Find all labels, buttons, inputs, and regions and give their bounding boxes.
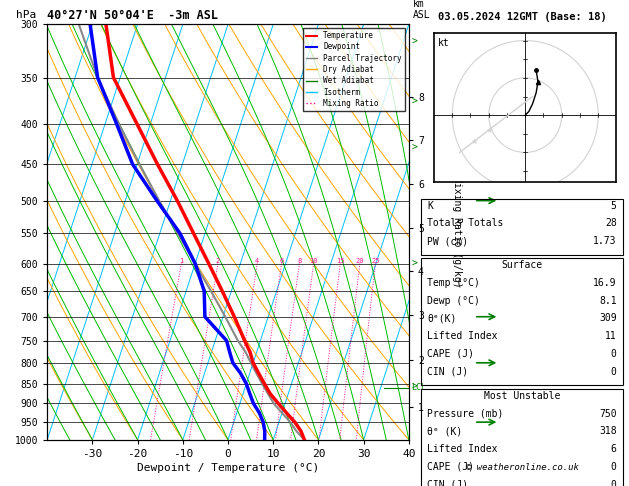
Text: Lifted Index: Lifted Index <box>428 331 498 341</box>
Text: © weatheronline.co.uk: © weatheronline.co.uk <box>465 463 579 471</box>
Text: K: K <box>428 201 433 210</box>
Text: 6: 6 <box>279 258 284 263</box>
Text: 0: 0 <box>611 480 616 486</box>
Text: >: > <box>412 382 418 392</box>
Text: hPa: hPa <box>16 10 36 20</box>
Text: CIN (J): CIN (J) <box>428 366 469 377</box>
Text: θᵉ (K): θᵉ (K) <box>428 426 463 436</box>
Text: Lifted Index: Lifted Index <box>428 444 498 454</box>
Text: km
ASL: km ASL <box>413 0 430 20</box>
Text: 2: 2 <box>216 258 220 263</box>
Text: 8: 8 <box>298 258 301 263</box>
Text: 15: 15 <box>336 258 345 263</box>
Text: 1.73: 1.73 <box>593 236 616 246</box>
Text: Temp (°C): Temp (°C) <box>428 278 481 288</box>
Text: CIN (J): CIN (J) <box>428 480 469 486</box>
Text: CAPE (J): CAPE (J) <box>428 462 474 472</box>
Text: >: > <box>412 142 418 153</box>
Text: 11: 11 <box>605 331 616 341</box>
Text: kt: kt <box>438 37 449 48</box>
Text: θᵉ(K): θᵉ(K) <box>428 313 457 324</box>
Text: 1: 1 <box>179 258 184 263</box>
Text: 8.1: 8.1 <box>599 295 616 306</box>
Bar <box>421 199 623 255</box>
Text: Most Unstable: Most Unstable <box>484 391 560 401</box>
Text: 20: 20 <box>355 258 364 263</box>
Text: 03.05.2024 12GMT (Base: 18): 03.05.2024 12GMT (Base: 18) <box>438 12 606 22</box>
Bar <box>421 389 623 486</box>
Text: ★: ★ <box>485 125 493 135</box>
Text: 309: 309 <box>599 313 616 324</box>
Text: Dewp (°C): Dewp (°C) <box>428 295 481 306</box>
Text: 40°27'N 50°04'E  -3m ASL: 40°27'N 50°04'E -3m ASL <box>47 9 218 22</box>
Text: Surface: Surface <box>501 260 543 270</box>
Text: 10: 10 <box>309 258 318 263</box>
Text: Pressure (mb): Pressure (mb) <box>428 409 504 418</box>
Text: 4: 4 <box>255 258 259 263</box>
Text: CAPE (J): CAPE (J) <box>428 349 474 359</box>
Text: PW (cm): PW (cm) <box>428 236 469 246</box>
Text: Mixing Ratio (g/kg): Mixing Ratio (g/kg) <box>452 176 462 288</box>
Text: 318: 318 <box>599 426 616 436</box>
Text: 750: 750 <box>599 409 616 418</box>
Text: 6: 6 <box>611 444 616 454</box>
Text: 28: 28 <box>605 218 616 228</box>
X-axis label: Dewpoint / Temperature (°C): Dewpoint / Temperature (°C) <box>137 463 319 473</box>
Text: 0: 0 <box>611 366 616 377</box>
Text: ★: ★ <box>470 137 478 146</box>
Bar <box>421 259 623 385</box>
Text: >: > <box>412 259 418 269</box>
Text: LCL: LCL <box>411 383 426 392</box>
Legend: Temperature, Dewpoint, Parcel Trajectory, Dry Adiabat, Wet Adiabat, Isotherm, Mi: Temperature, Dewpoint, Parcel Trajectory… <box>303 28 405 111</box>
Text: >: > <box>412 37 418 47</box>
Text: 16.9: 16.9 <box>593 278 616 288</box>
Text: 5: 5 <box>611 201 616 210</box>
Text: 25: 25 <box>371 258 380 263</box>
Text: 0: 0 <box>611 462 616 472</box>
Text: >: > <box>412 96 418 106</box>
Text: 0: 0 <box>611 349 616 359</box>
Text: Totals Totals: Totals Totals <box>428 218 504 228</box>
